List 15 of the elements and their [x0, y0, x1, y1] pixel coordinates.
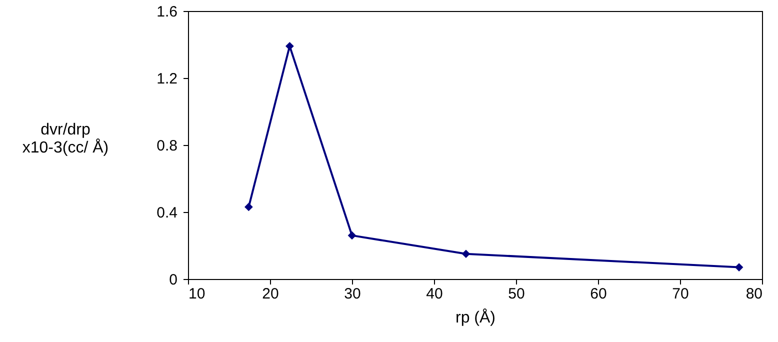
x-tick-label: 20	[262, 286, 279, 302]
x-tick-label: 60	[590, 286, 607, 302]
y-tick-label: 1.2	[156, 70, 178, 88]
x-tick-label: 10	[188, 286, 206, 302]
y-tick-label: 0	[169, 272, 178, 288]
x-tick-label: 30	[344, 286, 361, 302]
x-tick-label: 50	[508, 286, 525, 302]
y-tick-label: 0.4	[156, 204, 178, 222]
x-tick-label: 80	[746, 286, 762, 302]
y-tick-label: 1.6	[156, 4, 178, 20]
y-axis-title: dvr/drp x10-3(cc/ Å)	[22, 122, 109, 156]
x-tick-label: 40	[426, 286, 443, 302]
x-tick-label: 70	[672, 286, 689, 302]
x-axis-title: rp (Å)	[456, 308, 496, 326]
y-tick-label: 0.8	[156, 138, 178, 154]
